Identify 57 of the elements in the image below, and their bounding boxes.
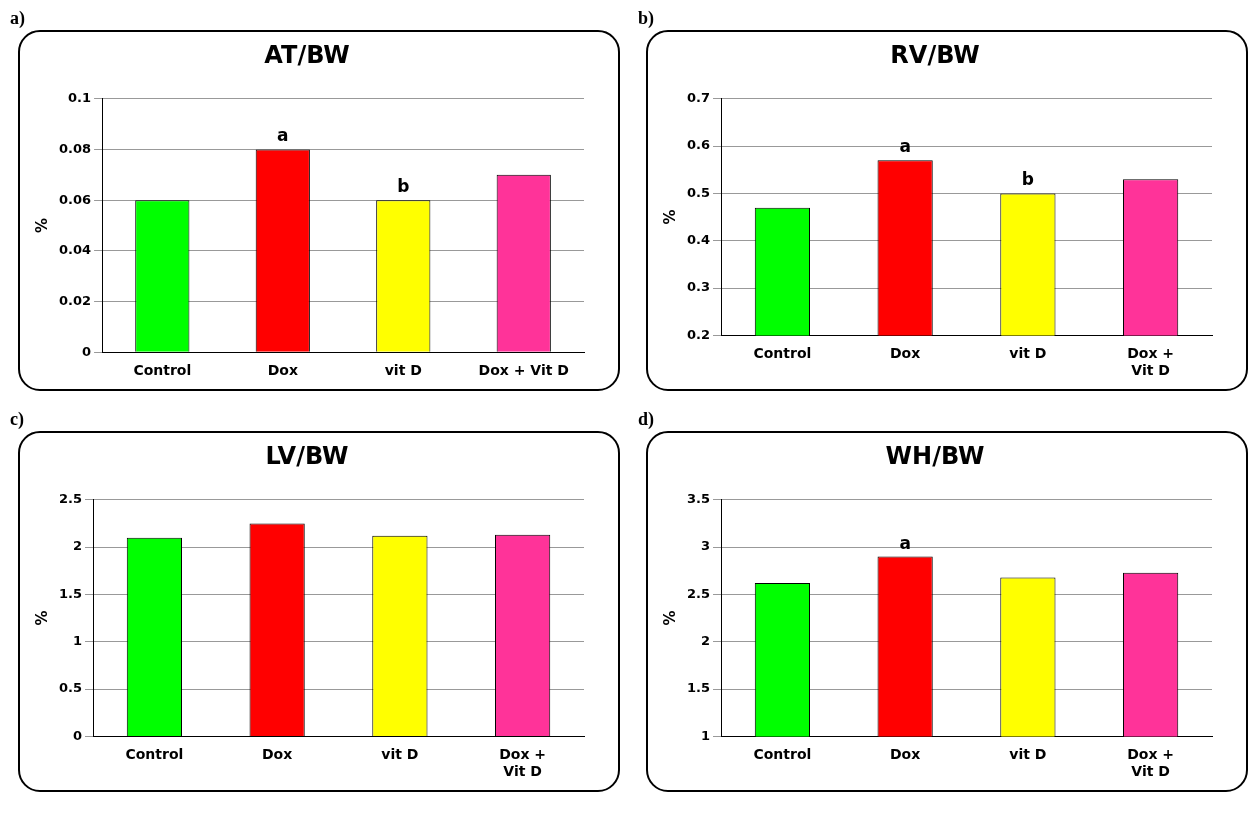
- text: d): [638, 409, 655, 430]
- y-tick-label: 0.5: [687, 184, 711, 200]
- y-tick-label: 2: [72, 538, 83, 554]
- y-tick-label: 0.5: [59, 680, 83, 696]
- y-tick-label: 0: [82, 343, 92, 359]
- y-axis-title: %: [32, 610, 51, 626]
- y-tick-label: 0.06: [59, 191, 92, 207]
- chart-title: LV/BW: [265, 441, 349, 470]
- y-tick-label: 1.5: [59, 585, 83, 601]
- y-tick-label: 2: [700, 633, 711, 649]
- text: a): [10, 8, 25, 29]
- annotation: b: [397, 176, 410, 197]
- y-tick-label: 3: [700, 538, 711, 554]
- y-tick-label: 1: [700, 727, 711, 743]
- y-tick-label: 0.3: [687, 279, 711, 295]
- x-tick-label: Dox: [262, 746, 293, 763]
- y-tick-label: 1.5: [687, 680, 711, 696]
- annotation: a: [899, 532, 911, 553]
- y-tick-label: 0.7: [687, 90, 711, 106]
- annotation: a: [277, 125, 289, 146]
- x-tick-label: Dox: [267, 362, 298, 379]
- y-tick-label: 0.6: [687, 137, 711, 153]
- y-axis-title: %: [660, 610, 679, 626]
- y-axis-title: %: [32, 217, 51, 234]
- x-tick-label: vit D: [1009, 345, 1047, 362]
- annotation: b: [1021, 169, 1034, 190]
- y-tick-label: 0.08: [59, 140, 92, 156]
- x-tick-label: vit D: [1009, 746, 1047, 763]
- chart-title: WH/BW: [885, 441, 985, 470]
- x-tick-label: Dox: [890, 345, 921, 362]
- x-tick-label: vit D: [384, 362, 422, 379]
- y-tick-label: 0.04: [59, 242, 92, 258]
- x-tick-label: Control: [753, 345, 812, 362]
- y-tick-label: 0.1: [68, 90, 92, 106]
- annotation: a: [899, 136, 911, 157]
- x-tick-label: Dox + Vit D: [1127, 345, 1175, 379]
- chart-title: RV/BW: [890, 40, 980, 69]
- x-tick-label: Control: [753, 746, 812, 763]
- x-tick-label: Dox + Vit D: [1127, 746, 1175, 780]
- y-tick-label: 0.4: [687, 232, 711, 248]
- x-tick-label: vit D: [381, 746, 419, 763]
- y-tick-label: 0: [72, 727, 83, 743]
- x-tick-label: Dox: [890, 746, 921, 763]
- x-tick-label: Dox + Vit D: [499, 746, 547, 780]
- y-axis-title: %: [660, 209, 679, 225]
- x-tick-label: Dox + Vit D: [478, 362, 569, 379]
- x-tick-label: Control: [133, 362, 192, 379]
- chart-title: AT/BW: [264, 40, 350, 69]
- y-tick-label: 0.02: [59, 292, 92, 308]
- x-tick-label: Control: [125, 746, 184, 763]
- text: b): [638, 8, 655, 29]
- y-tick-label: 3.5: [687, 491, 711, 507]
- y-tick-label: 2.5: [687, 585, 711, 601]
- y-tick-label: 1: [72, 633, 83, 649]
- y-tick-label: 0.2: [687, 326, 711, 342]
- y-tick-label: 2.5: [59, 491, 83, 507]
- text: c): [10, 409, 24, 430]
